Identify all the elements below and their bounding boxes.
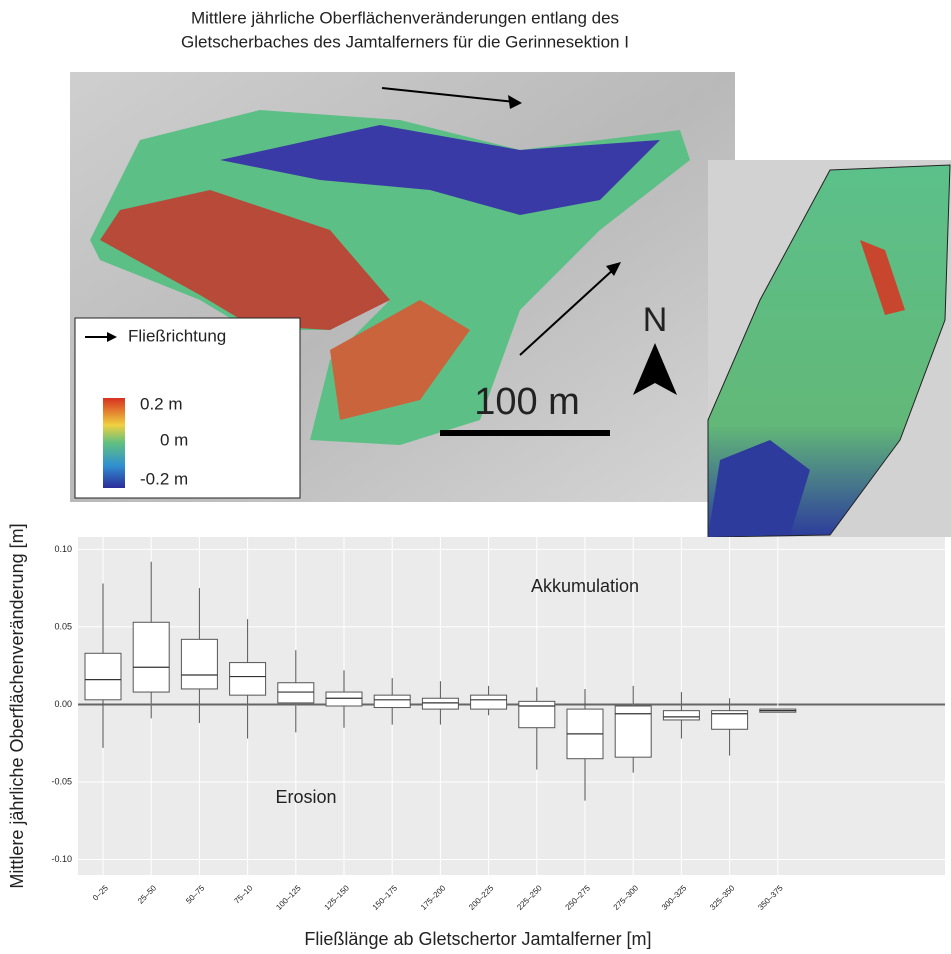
y-tick-label: 0.05 — [54, 621, 72, 631]
box — [470, 694, 508, 710]
flow-arrow — [519, 267, 616, 356]
y-tick-label: -0.05 — [51, 776, 72, 786]
map-raster — [220, 125, 660, 215]
x-tick-label: 25–50 — [136, 883, 158, 905]
plot-background — [78, 537, 945, 875]
scale-label: 0.2 m — [140, 394, 183, 413]
x-tick-label: 50–75 — [184, 883, 206, 905]
flow-arrow-head — [606, 262, 621, 276]
box — [229, 662, 267, 696]
x-tick-label: 100–125 — [274, 883, 303, 912]
x-tick-label: 250–275 — [564, 883, 593, 912]
x-tick-label: 200–225 — [467, 883, 496, 912]
x-axis-title: Fließlänge ab Gletschertor Jamtalferner … — [304, 929, 651, 949]
north-arrow — [633, 343, 677, 395]
x-tick-label: 300–325 — [660, 883, 689, 912]
x-tick-label: 350–375 — [756, 883, 785, 912]
scale-label: 0 m — [160, 430, 188, 449]
box — [662, 710, 700, 721]
x-tick-label: 150–175 — [371, 883, 400, 912]
box — [180, 638, 218, 690]
y-tick-label: 0.10 — [54, 544, 72, 554]
x-tick-label: 0–25 — [91, 883, 110, 902]
annotation: Akkumulation — [531, 576, 639, 596]
legend-arrow-head — [107, 332, 117, 342]
x-tick-label: 75–10 — [232, 883, 254, 905]
flow-arrow — [381, 87, 516, 103]
inset-raster — [708, 440, 810, 537]
box — [325, 691, 363, 707]
legend-label: Fließrichtung — [128, 326, 226, 345]
box — [421, 697, 459, 710]
box — [277, 682, 315, 704]
scale-label: -0.2 m — [140, 469, 188, 488]
box — [614, 705, 652, 758]
x-tick-label: 225–250 — [515, 883, 544, 912]
scalebar — [440, 430, 610, 436]
color-scale — [103, 398, 125, 488]
y-tick-label: -0.10 — [51, 854, 72, 864]
box — [84, 652, 122, 701]
box — [373, 694, 411, 709]
inset-raster — [860, 240, 905, 315]
annotation: Erosion — [275, 787, 336, 807]
title-line: Mittlere jährliche Oberflächenveränderun… — [191, 8, 619, 27]
box — [711, 710, 749, 730]
x-tick-label: 275–300 — [612, 883, 641, 912]
x-tick-label: 175–200 — [419, 883, 448, 912]
x-tick-label: 325–350 — [708, 883, 737, 912]
flow-arrow-head — [508, 95, 522, 109]
y-axis-title: Mittlere jährliche Oberflächenveränderun… — [7, 523, 27, 888]
box — [518, 700, 556, 729]
map-raster — [100, 190, 390, 330]
y-tick-label: 0.00 — [54, 699, 72, 709]
title-line: Gletscherbaches des Jamtalferners für di… — [181, 32, 629, 51]
map-raster — [330, 300, 470, 420]
x-tick-label: 125–150 — [323, 883, 352, 912]
north-label: N — [643, 301, 668, 339]
box — [132, 621, 170, 693]
scalebar-label: 100 m — [474, 381, 580, 423]
